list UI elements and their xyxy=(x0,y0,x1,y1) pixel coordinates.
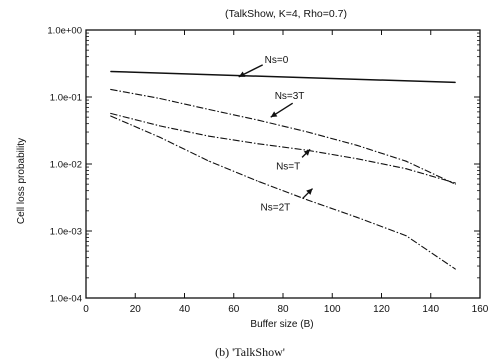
series-point-ns-3t xyxy=(159,97,161,99)
y-tick-label: 1.0e-01 xyxy=(50,93,82,104)
annotation-arrowhead-ns-2t xyxy=(306,188,313,195)
x-tick-label: 60 xyxy=(228,304,240,315)
plot-axes: 0 20 40 60 80 100 120 140 160 1.0e+00 1.0e-01 1.0e-… xyxy=(47,26,488,316)
series-point-ns-3t xyxy=(208,109,210,111)
annotations: Ns=0 Ns=3T Ns=T Ns=2T xyxy=(238,55,314,214)
x-tick-label: 100 xyxy=(324,304,341,315)
series-point-ns-2t xyxy=(159,136,161,138)
series-point-ns-2t xyxy=(307,199,309,201)
series-point-ns-2t xyxy=(110,115,112,117)
series-point-ns-2t xyxy=(405,235,407,237)
series-point-ns-3t xyxy=(257,119,259,121)
y-tick-label: 1.0e-04 xyxy=(50,294,82,305)
series-point-ns-t xyxy=(159,125,161,127)
series-point-ns-3t xyxy=(110,88,112,90)
y-tick-label: 1.0e-02 xyxy=(50,160,82,171)
series-point-ns-2t xyxy=(257,180,259,182)
series-line-ns-t xyxy=(110,112,456,184)
series-point-ns-2t xyxy=(454,268,456,270)
series-line-ns-0 xyxy=(110,70,456,84)
series-point-ns-t xyxy=(110,112,112,114)
x-tick-label: 40 xyxy=(179,304,191,315)
series-group xyxy=(110,70,456,270)
annotation-label-ns-0: Ns=0 xyxy=(265,55,289,66)
series-point-ns-3t xyxy=(356,144,358,146)
series-point-ns-t xyxy=(454,182,456,184)
annotation-label-ns-t: Ns=T xyxy=(276,161,300,172)
series-line-ns-3t xyxy=(110,88,456,185)
x-tick-label: 140 xyxy=(422,304,439,315)
series-line-ns-2t xyxy=(110,115,456,270)
series-point-ns-0 xyxy=(454,81,456,83)
figure-caption: (b) 'TalkShow' xyxy=(215,345,285,359)
y-tick-label: 1.0e-03 xyxy=(50,227,82,238)
annotation-arrowhead-ns-3t xyxy=(270,111,278,118)
x-tick-label: 120 xyxy=(373,304,390,315)
y-axis-label: Cell loss probability xyxy=(16,138,27,224)
x-tick-label: 0 xyxy=(83,304,89,315)
series-point-ns-2t xyxy=(356,216,358,218)
series-point-ns-3t xyxy=(405,160,407,162)
x-axis-label: Buffer size (B) xyxy=(250,319,313,330)
annotation-arrowhead-ns-t xyxy=(303,149,311,156)
x-tick-label: 20 xyxy=(130,304,142,315)
series-point-ns-t xyxy=(356,158,358,160)
series-point-ns-t xyxy=(405,168,407,170)
series-point-ns-0 xyxy=(110,71,112,73)
series-point-ns-t xyxy=(208,135,210,137)
annotation-label-ns-2t: Ns=2T xyxy=(261,203,291,214)
series-point-ns-3t xyxy=(454,183,456,185)
annotation-label-ns-3t: Ns=3T xyxy=(275,91,305,102)
series-point-ns-2t xyxy=(208,160,210,162)
x-tick-label: 160 xyxy=(472,304,489,315)
chart-title: (TalkShow, K=4, Rho=0.7) xyxy=(225,8,347,20)
y-tick-label: 1.0e+00 xyxy=(47,26,82,37)
x-tick-label: 80 xyxy=(277,304,289,315)
annotation-arrowhead-ns-0 xyxy=(238,71,246,77)
series-point-ns-3t xyxy=(307,131,309,133)
series-point-ns-t xyxy=(257,143,259,145)
